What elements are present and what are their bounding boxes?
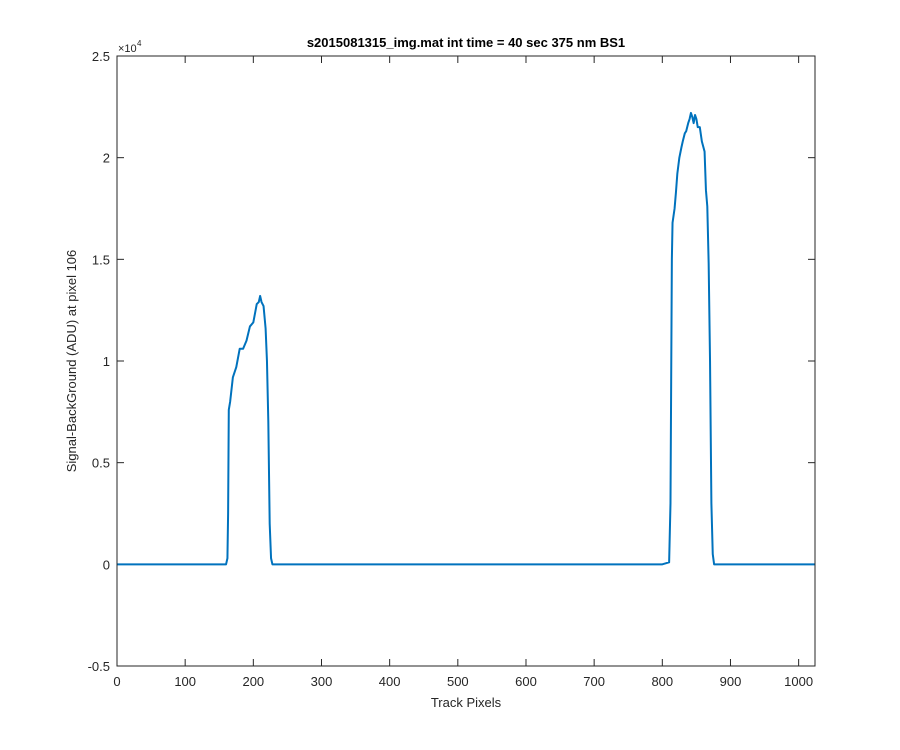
y-tick-label: 0 (103, 557, 110, 572)
x-tick-label: 900 (720, 674, 742, 689)
series-line (117, 111, 815, 566)
y-tick-label: 2 (103, 151, 110, 166)
axes-box (116, 55, 816, 667)
x-tick-label: 0 (113, 674, 120, 689)
ticks-layer: 0 100 200 300 400 500 600 700 800 900 1000-0.500.5… (88, 49, 815, 689)
y-tick-label: 2.5 (92, 49, 110, 64)
y-exponent-base: ×10 (118, 43, 137, 55)
y-exponent-power: 4 (137, 39, 142, 48)
y-tick-label: 0.5 (92, 456, 110, 471)
x-tick-label: 400 (379, 674, 401, 689)
x-tick-label: 200 (242, 674, 264, 689)
x-axis-label: Track Pixels (431, 695, 502, 710)
y-tick-label: -0.5 (88, 659, 110, 674)
y-tick-label: 1.5 (92, 252, 110, 267)
y-axis-label: Signal-BackGround (ADU) at pixel 106 (64, 250, 79, 473)
x-tick-label: 1000 (784, 674, 813, 689)
x-tick-label: 500 (447, 674, 469, 689)
x-tick-label: 300 (311, 674, 333, 689)
x-tick-label: 100 (174, 674, 196, 689)
x-tick-label: 600 (515, 674, 537, 689)
x-tick-label: 700 (583, 674, 605, 689)
x-tick-label: 800 (651, 674, 673, 689)
chart-title: s2015081315_img.mat int time = 40 sec 37… (307, 35, 625, 50)
y-tick-label: 1 (103, 354, 110, 369)
